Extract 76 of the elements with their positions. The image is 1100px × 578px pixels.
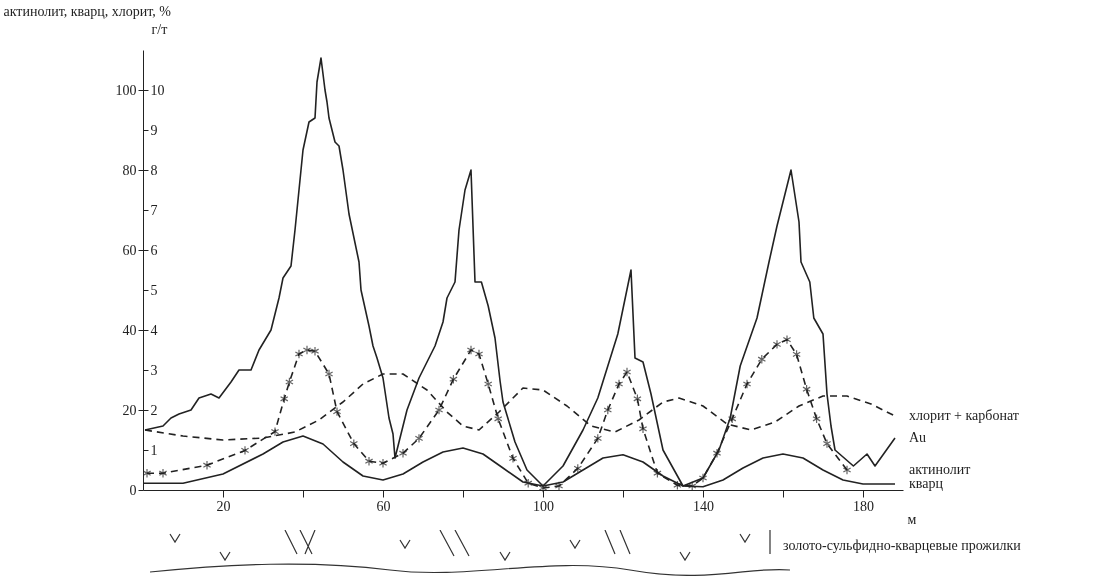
y-tick-label: 60 xyxy=(122,242,137,258)
y2-tick-label: 1 xyxy=(150,442,158,458)
point xyxy=(573,463,583,474)
point xyxy=(324,369,334,379)
x-tick-label: 180 xyxy=(853,498,874,514)
point xyxy=(285,377,294,387)
point xyxy=(842,465,852,475)
point xyxy=(712,448,722,458)
point xyxy=(449,374,458,384)
point xyxy=(332,406,342,417)
point xyxy=(483,379,493,389)
y-tick-label: 80 xyxy=(122,162,137,178)
point xyxy=(434,405,444,415)
point xyxy=(378,458,388,468)
y-tick-label: 40 xyxy=(122,322,137,338)
y2-tick-label: 2 xyxy=(150,402,158,418)
point xyxy=(279,394,289,404)
point xyxy=(493,414,503,424)
point xyxy=(538,483,548,493)
y2-tick-label: 3 xyxy=(150,362,158,378)
y-tick-label: 0 xyxy=(129,482,137,498)
y2-tick-label: 10 xyxy=(150,82,165,98)
point xyxy=(742,379,752,389)
point xyxy=(822,438,832,449)
point xyxy=(727,414,737,424)
series-label: кварц xyxy=(909,476,944,491)
point xyxy=(310,346,320,356)
point xyxy=(812,414,821,424)
y-tick-label: 20 xyxy=(122,402,137,418)
x-tick-label: 140 xyxy=(693,498,714,514)
point xyxy=(554,481,564,491)
point xyxy=(302,345,312,355)
point xyxy=(772,339,782,350)
y-axis-title: актинолит, кварц, хлорит, % xyxy=(3,3,172,19)
y-tick-label: 100 xyxy=(115,82,137,98)
point xyxy=(240,445,250,456)
y2-tick-label: 8 xyxy=(150,162,158,178)
point xyxy=(349,438,359,449)
series-label: хлорит + карбонат xyxy=(909,408,1019,423)
x-tick-label: 100 xyxy=(533,498,554,514)
point xyxy=(614,379,624,389)
point xyxy=(414,433,424,444)
series-label: Au xyxy=(909,430,927,445)
point xyxy=(638,424,648,434)
point xyxy=(633,394,642,404)
point xyxy=(622,367,632,377)
point xyxy=(802,384,811,394)
point xyxy=(687,481,697,491)
point xyxy=(792,349,801,360)
point xyxy=(294,349,304,359)
text: золото-сульфидно-кварцевые прожилки xyxy=(783,538,1022,553)
point xyxy=(202,460,212,470)
point xyxy=(474,349,484,359)
y2-axis-title: г/т xyxy=(151,21,168,37)
point xyxy=(508,453,518,464)
point xyxy=(653,468,662,478)
point xyxy=(673,480,682,490)
text: актинолит xyxy=(909,462,971,477)
x-axis-title: м xyxy=(907,511,917,527)
point xyxy=(466,345,476,355)
point xyxy=(523,478,533,488)
x-tick-label: 20 xyxy=(216,498,231,514)
y2-tick-label: 6 xyxy=(150,242,158,258)
point xyxy=(757,354,767,364)
point xyxy=(158,468,168,478)
point xyxy=(603,405,613,415)
point xyxy=(593,433,603,444)
point xyxy=(364,456,374,466)
y2-tick-label: 9 xyxy=(150,122,158,138)
point xyxy=(398,448,408,458)
x-tick-label: 60 xyxy=(376,498,391,514)
point xyxy=(270,426,280,437)
y2-tick-label: 5 xyxy=(150,282,158,298)
y2-tick-label: 7 xyxy=(150,202,158,218)
y2-tick-label: 4 xyxy=(150,322,158,338)
point xyxy=(782,334,792,345)
